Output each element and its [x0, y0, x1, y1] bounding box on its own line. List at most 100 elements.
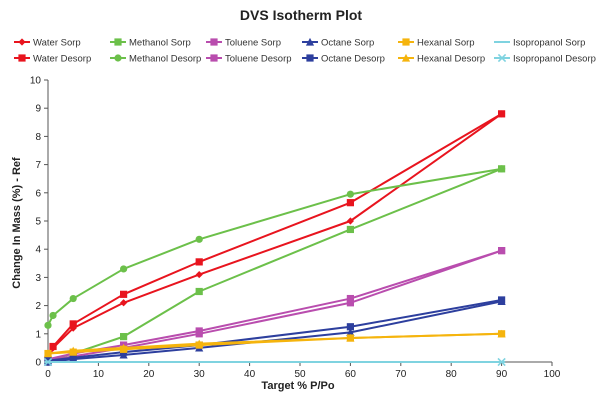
- plot-area: [43, 110, 506, 367]
- data-point: [195, 327, 203, 335]
- legend-item-toluene-desorp: Toluene Desorp: [206, 54, 292, 65]
- legend-item-octane-sorp: Octane Sorp: [302, 38, 374, 49]
- series-water-desorp: [49, 110, 506, 351]
- y-tick-label: 2: [35, 301, 41, 312]
- data-point: [346, 225, 354, 234]
- legend-item-methanol-desorp: Methanol Desorp: [110, 54, 201, 65]
- legend-marker: [306, 54, 314, 62]
- y-tick-label: 1: [35, 329, 41, 340]
- x-tick-label: 10: [93, 369, 105, 380]
- legend-item-octane-desorp: Octane Desorp: [302, 54, 385, 65]
- data-point: [195, 235, 203, 243]
- data-point: [69, 324, 77, 332]
- data-point: [195, 270, 203, 279]
- y-tick-label: 3: [35, 273, 41, 284]
- y-tick-label: 7: [35, 160, 41, 171]
- legend-marker: [114, 38, 122, 46]
- legend-item-methanol-sorp: Methanol Sorp: [110, 38, 191, 49]
- y-tick-label: 0: [35, 358, 41, 369]
- legend-label: Methanol Desorp: [129, 54, 201, 65]
- legend-label: Water Sorp: [33, 38, 81, 49]
- y-tick-label: 9: [35, 104, 41, 115]
- series-line: [47, 300, 502, 363]
- legend-item-isopropanol-desorp: Isopropanol Desorp: [494, 54, 596, 65]
- series-isopropanol-desorp: [43, 357, 506, 367]
- series-line: [52, 112, 503, 348]
- data-point: [195, 339, 204, 348]
- legend-item-water-sorp: Water Sorp: [14, 38, 81, 49]
- legend-marker: [402, 38, 410, 46]
- legend-label: Octane Sorp: [321, 38, 374, 49]
- legend-item-toluene-sorp: Toluene Sorp: [206, 38, 281, 49]
- data-point: [119, 343, 128, 352]
- series-line: [47, 167, 502, 362]
- series-line: [47, 113, 503, 361]
- legend-item-hexanal-sorp: Hexanal Sorp: [398, 38, 475, 49]
- data-point: [43, 357, 53, 367]
- data-point: [346, 333, 355, 342]
- marker-stroke: [43, 357, 53, 367]
- legend-item-water-desorp: Water Desorp: [14, 54, 91, 65]
- legend-item-hexanal-desorp: Hexanal Desorp: [398, 54, 485, 65]
- series-hexanal-desorp: [43, 329, 506, 358]
- legend-label: Toluene Sorp: [225, 38, 281, 49]
- legend-label: Isopropanol Sorp: [513, 38, 585, 49]
- series-line: [47, 249, 502, 362]
- legend-marker: [401, 53, 411, 62]
- series-water-sorp: [44, 110, 506, 365]
- x-axis-label: Target % P/Po: [261, 380, 334, 392]
- data-point: [498, 296, 506, 304]
- data-point: [44, 321, 52, 329]
- series-methanol-sorp: [44, 165, 506, 365]
- data-point: [346, 199, 354, 207]
- x-tick-label: 90: [496, 369, 508, 380]
- data-point: [346, 323, 354, 331]
- data-point: [69, 320, 77, 328]
- data-point: [346, 190, 354, 198]
- data-point: [346, 299, 354, 307]
- y-tick-label: 8: [35, 132, 41, 143]
- data-point: [120, 290, 128, 298]
- data-point: [195, 287, 203, 296]
- data-point: [49, 311, 57, 320]
- data-point: [69, 346, 78, 355]
- legend: Water Sorp Water Desorp Methanol Sorp Metha…: [14, 38, 596, 65]
- data-point: [497, 329, 506, 338]
- data-point: [43, 349, 53, 358]
- legend-label: Hexanal Sorp: [417, 38, 475, 49]
- series-methanol-desorp: [44, 165, 506, 329]
- data-point: [498, 110, 506, 118]
- y-tick-label: 5: [35, 217, 41, 228]
- data-point: [69, 294, 77, 303]
- legend-label: Toluene Desorp: [225, 54, 292, 65]
- marker-stroke: [497, 357, 506, 367]
- legend-label: Isopropanol Desorp: [513, 54, 596, 65]
- series-line: [47, 249, 502, 361]
- legend-marker: [114, 54, 122, 62]
- x-tick-label: 30: [194, 369, 206, 380]
- y-tick-label: 6: [35, 188, 41, 199]
- data-point: [120, 265, 128, 273]
- data-point: [346, 294, 354, 303]
- data-point: [346, 328, 355, 336]
- y-tick-label: 10: [30, 76, 42, 87]
- data-point: [69, 354, 77, 362]
- data-point: [49, 342, 57, 351]
- x-tick-label: 20: [143, 369, 155, 380]
- data-point: [498, 247, 506, 255]
- x-tick-label: 100: [544, 369, 561, 380]
- data-point: [346, 217, 354, 225]
- legend-marker: [18, 54, 26, 62]
- x-tick-label: 40: [244, 369, 256, 380]
- legend-marker: [210, 38, 218, 46]
- y-axis-label: Change In Mass (%) - Ref: [11, 157, 23, 289]
- x-tick-label: 50: [294, 369, 306, 380]
- data-point: [44, 356, 52, 365]
- series-octane-desorp: [44, 296, 506, 365]
- series-line: [47, 332, 502, 355]
- data-point: [497, 357, 506, 367]
- legend-label: Water Desorp: [33, 54, 91, 65]
- y-tick-label: 4: [35, 245, 41, 256]
- legend-label: Hexanal Desorp: [417, 54, 485, 65]
